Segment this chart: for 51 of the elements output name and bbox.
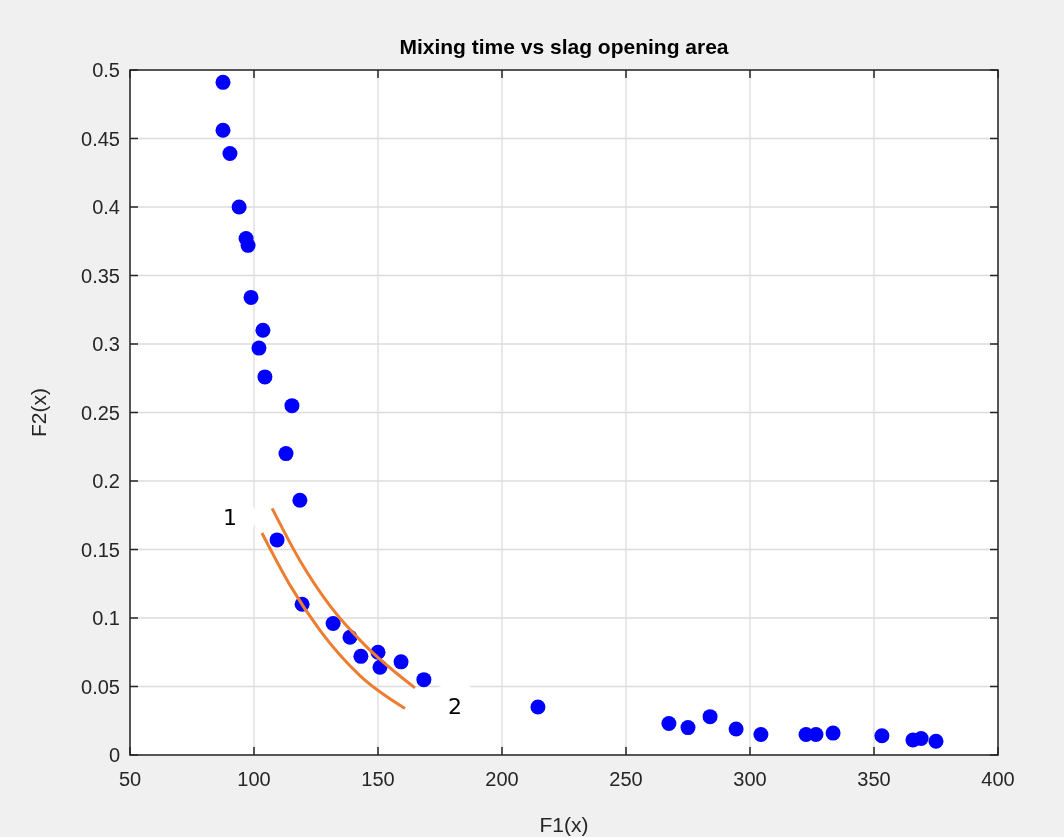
point (215, 122, 231, 138)
point (680, 720, 696, 736)
y-tick-label: 0.15 (81, 538, 120, 561)
point (393, 654, 409, 670)
point (269, 532, 285, 548)
point (251, 340, 267, 356)
point (278, 446, 294, 462)
x-axis-title: F1(x) (539, 813, 589, 836)
annotation: 2 (448, 694, 462, 719)
y-tick-label: 0.5 (92, 59, 120, 81)
point (255, 322, 271, 338)
y-tick-label: 0.1 (92, 607, 120, 629)
point (753, 726, 769, 742)
point (353, 648, 369, 664)
x-tick-label: 250 (609, 768, 643, 790)
y-tick-label: 0.25 (81, 401, 120, 424)
x-tick-label: 350 (857, 768, 891, 790)
x-tick-label: 400 (981, 768, 1015, 790)
point (416, 672, 432, 688)
y-tick-label: 0 (108, 744, 120, 766)
y-tick-label: 0.4 (92, 196, 120, 218)
point (702, 709, 718, 725)
x-tick-label: 50 (118, 768, 142, 790)
point (928, 733, 944, 749)
point (222, 146, 238, 162)
point (874, 728, 890, 744)
y-tick-label: 0.35 (81, 264, 120, 287)
point (530, 699, 546, 715)
y-tick-label: 0.45 (81, 127, 120, 150)
annotation: 1 (223, 505, 237, 530)
x-tick-label: 150 (361, 768, 395, 790)
point (661, 715, 677, 731)
y-tick-label: 0.05 (81, 675, 120, 698)
x-tick-label: 300 (733, 768, 767, 790)
y-tick-label: 0.3 (92, 333, 120, 355)
point (231, 199, 247, 215)
y-axis-title: F2(x) (27, 388, 50, 437)
y-tick-label: 0.2 (92, 470, 120, 492)
point (257, 369, 273, 385)
point (240, 237, 256, 253)
x-tick-label: 200 (485, 768, 519, 790)
point (215, 74, 231, 90)
point (728, 721, 744, 737)
line-series (260, 531, 407, 710)
point (292, 492, 308, 508)
x-tick-label: 100 (237, 768, 271, 790)
point (243, 289, 259, 305)
point (284, 398, 300, 414)
point (825, 725, 841, 741)
point (325, 615, 341, 631)
chart-title: Mixing time vs slag opening area (399, 35, 729, 58)
